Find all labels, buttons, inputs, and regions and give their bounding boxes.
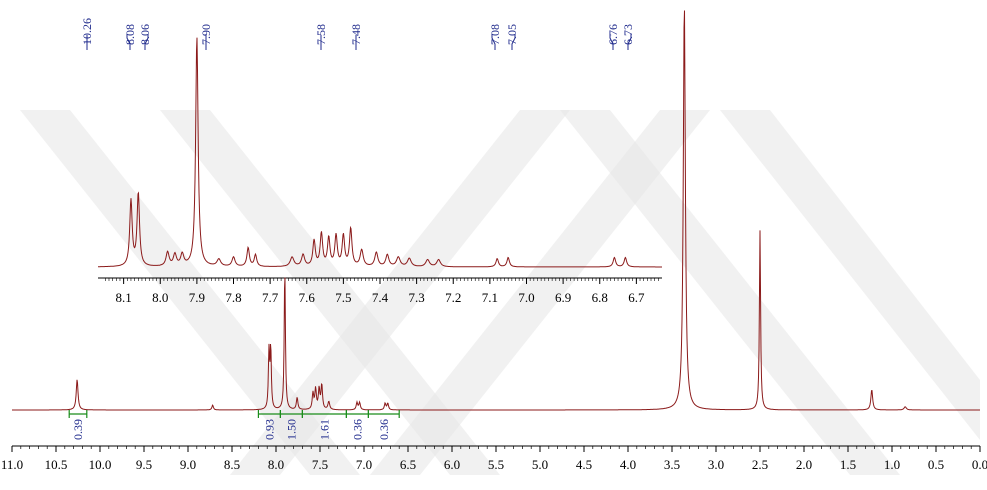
inset-tick-label: 7.5 — [335, 290, 351, 305]
watermark-stroke-5 — [720, 110, 980, 440]
inset-tick-label: 7.1 — [482, 290, 498, 305]
main-tick-label: 4.5 — [576, 457, 592, 472]
integral-value-label: 0.36 — [377, 419, 391, 440]
main-tick-label: 10.5 — [45, 457, 68, 472]
integral-value-label: 1.61 — [317, 419, 331, 440]
inset-tick-label: 7.7 — [262, 290, 279, 305]
main-tick-label: 6.5 — [400, 457, 416, 472]
main-tick-label: 2.5 — [752, 457, 768, 472]
inset-tick-label: 8.0 — [152, 290, 168, 305]
watermark-stroke-2 — [230, 110, 570, 475]
main-tick-label: 7.5 — [312, 457, 328, 472]
main-tick-label: 3.5 — [664, 457, 680, 472]
main-tick-label: 5.5 — [488, 457, 504, 472]
inset-tick-label: 6.9 — [555, 290, 571, 305]
integral-value-label: 0.36 — [350, 419, 364, 440]
peak-label: 8.08 — [123, 24, 137, 45]
peak-label-connector — [491, 34, 496, 50]
integral-value-label: 0.39 — [71, 419, 85, 440]
watermark-logo — [20, 110, 980, 475]
peak-label: 7.08 — [488, 24, 502, 45]
integral-value-label: 1.50 — [284, 419, 298, 440]
inset-tick-label: 7.4 — [372, 290, 389, 305]
watermark-stroke-0 — [20, 110, 360, 475]
inset-tick-label: 6.7 — [628, 290, 645, 305]
integration-regions: 0.39 0.93 1.50 1.61 0.36 0.36 — [68, 410, 400, 440]
peak-label: 10.26 — [80, 18, 94, 45]
peak-label: 6.73 — [621, 24, 635, 45]
main-tick-label: 9.5 — [136, 457, 152, 472]
inset-tick-label: 7.6 — [299, 290, 316, 305]
main-tick-label: 1.0 — [884, 457, 900, 472]
integral-value-label: 0.93 — [262, 419, 276, 440]
watermark-stroke-3 — [370, 110, 710, 475]
inset-tick-label: 7.0 — [518, 290, 534, 305]
inset-tick-label: 7.3 — [408, 290, 424, 305]
main-tick-label: 8.5 — [224, 457, 240, 472]
peak-label: 6.76 — [606, 24, 620, 45]
peak-label-connector — [627, 34, 632, 50]
main-tick-label: 0.0 — [972, 457, 987, 472]
peak-label: 7.58 — [314, 24, 328, 45]
main-tick-label: 8.0 — [268, 457, 284, 472]
inset-tick-label: 7.2 — [445, 290, 461, 305]
peak-label-connector — [144, 34, 149, 50]
peak-label: 7.48 — [349, 24, 363, 45]
inset-tick-label: 8.1 — [116, 290, 132, 305]
inset-spectrum-trace — [98, 37, 662, 268]
watermark-stroke-4 — [560, 110, 900, 475]
peak-label: 7.90 — [199, 24, 213, 45]
main-tick-label: 7.0 — [356, 457, 372, 472]
inset-tick-label: 6.8 — [592, 290, 608, 305]
main-tick-label: 9.0 — [180, 457, 196, 472]
peak-label: 7.05 — [505, 24, 519, 45]
main-tick-label: 6.0 — [444, 457, 460, 472]
inset-x-ticks: 8.1 8.0 7.9 7.8 7.7 7.6 7.5 7.4 7.3 7.2 7.1 7.0 6.9 6… — [105, 278, 659, 305]
main-tick-label: 10.0 — [89, 457, 112, 472]
peak-label-connector — [609, 34, 614, 50]
inset-tick-label: 7.8 — [225, 290, 241, 305]
main-tick-label: 3.0 — [708, 457, 724, 472]
inset-spectrum: 8.1 8.0 7.9 7.8 7.7 7.6 7.5 7.4 7.3 7.2 7.1 7.0 6.9 6… — [98, 37, 662, 305]
peak-label-connector — [511, 34, 516, 50]
main-tick-label: 1.5 — [840, 457, 856, 472]
main-spectrum-trace — [12, 10, 980, 411]
main-spectrum: 11.0 10.5 10.0 9.5 9.0 8.5 8.0 7.5 7.0 6.5 6.0 5.5 5… — [1, 10, 987, 472]
main-tick-label: 5.0 — [532, 457, 548, 472]
main-tick-label: 0.5 — [928, 457, 944, 472]
main-tick-label: 4.0 — [620, 457, 636, 472]
main-tick-label: 2.0 — [796, 457, 812, 472]
inset-tick-label: 7.9 — [189, 290, 205, 305]
peak-labels: 10.26 8.08 8.06 7.90 7.58 7.48 7.08 7.05 6.76 6.7… — [80, 18, 635, 50]
peak-label-connector — [126, 34, 131, 50]
main-tick-label: 11.0 — [1, 457, 23, 472]
peak-label: 8.06 — [138, 24, 152, 45]
watermark-stroke-1 — [160, 110, 500, 475]
main-x-ticks: 11.0 10.5 10.0 9.5 9.0 8.5 8.0 7.5 7.0 6.5 6.0 5.5 5… — [1, 446, 987, 472]
